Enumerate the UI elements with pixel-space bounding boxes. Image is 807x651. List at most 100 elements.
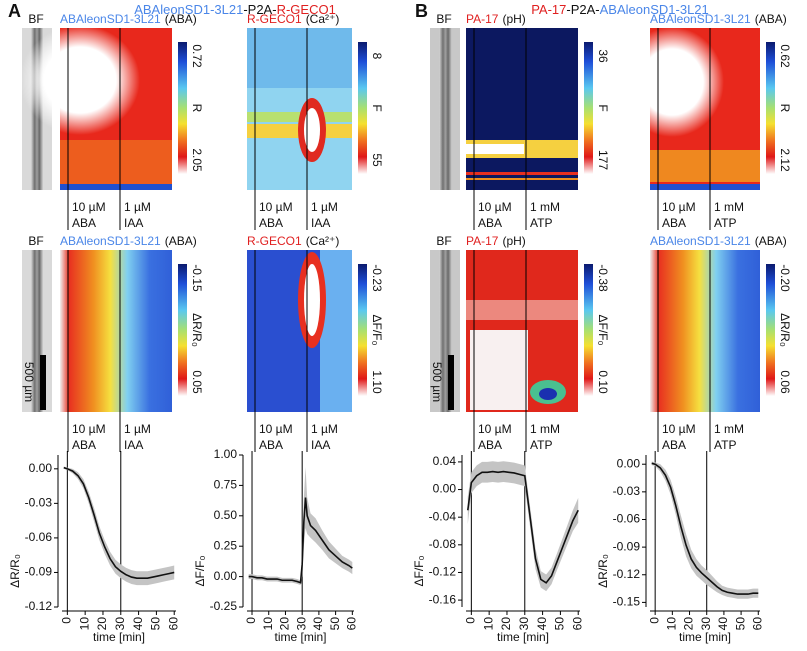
x-tick-label: 0: [60, 617, 74, 624]
x-tick-label: 10: [261, 617, 275, 631]
x-axis-label: time [min]: [679, 630, 731, 644]
y-axis-label: ΔF/F₀: [412, 555, 426, 586]
x-axis-label: time [min]: [274, 630, 326, 644]
treatment-dose: 10 µM: [478, 422, 512, 436]
construct-part: ABAleonSD1-3L21: [600, 2, 709, 17]
y-axis-label: ΔR/R₀: [596, 554, 610, 588]
x-tick-label: 40: [311, 617, 325, 631]
colorbar: [358, 264, 367, 396]
panel-label: A: [8, 1, 21, 21]
reporter: (Ca²⁺): [306, 12, 340, 26]
scale-bar-label: 500 µm: [430, 362, 444, 402]
image-title: PA-17 (pH): [466, 12, 526, 26]
colorbar-label: R: [190, 104, 204, 113]
colorbar-label: F: [370, 104, 384, 111]
error-band: [651, 461, 759, 599]
treatment-drug: ABA: [662, 438, 686, 452]
y-tick-label: -0.09: [25, 565, 53, 579]
sensor: ABAleonSD1-3L21: [650, 234, 751, 248]
treatment-dose: 1 µM: [311, 200, 338, 214]
y-tick-label: -0.06: [25, 530, 53, 544]
sensor: ABAleonSD1-3L21: [60, 12, 161, 26]
x-tick-label: 0: [464, 617, 478, 624]
x-tick-label: 30: [699, 617, 713, 631]
colorbar-bottom: 177: [596, 150, 610, 170]
treatment-drug: IAA: [311, 438, 330, 452]
colorbar: [178, 264, 187, 396]
reporter: (pH): [502, 12, 525, 26]
colorbar-label: ΔF/F₀: [370, 315, 384, 346]
x-tick-label: 50: [328, 617, 342, 631]
treatment-dose: 1 mM: [530, 200, 560, 214]
bf-label: BF: [28, 234, 43, 248]
heatmaps: [20, 25, 760, 412]
x-tick-label: 40: [716, 617, 730, 631]
x-tick-label: 50: [733, 617, 747, 631]
x-tick-label: 30: [517, 617, 531, 631]
colorbar-top: 0.72: [190, 44, 204, 68]
sensor: R-GECO1: [247, 234, 302, 248]
x-tick-label: 60: [570, 617, 584, 631]
treatment-drug: ABA: [662, 216, 686, 230]
colorbar: [766, 264, 775, 396]
x-tick-label: 0: [647, 617, 661, 624]
colorbar-bottom: 2.05: [190, 148, 204, 172]
x-tick-label: 40: [131, 617, 145, 631]
y-tick-label: -0.12: [429, 565, 457, 579]
error-band: [467, 461, 579, 592]
colorbar-label: ΔR/R₀: [778, 313, 792, 347]
treatment-drug: ATP: [530, 216, 552, 230]
x-tick-label: 10: [77, 617, 91, 631]
x-axis-label: time [min]: [93, 630, 145, 644]
reporter: (ABA): [755, 234, 787, 248]
x-tick-label: 20: [682, 617, 696, 631]
treatment-drug: IAA: [124, 216, 143, 230]
treatment-drug: ABA: [478, 216, 502, 230]
bf-label: BF: [436, 234, 451, 248]
colorbar-label: R: [778, 104, 792, 113]
sensor: PA-17: [466, 12, 499, 26]
y-tick-label: -0.06: [613, 512, 641, 526]
colorbar-top: 0.62: [778, 44, 792, 68]
colorbar-bottom: 55: [370, 153, 384, 167]
x-tick-label: 0: [244, 617, 258, 624]
y-tick-label: 0.00: [29, 461, 53, 475]
colorbar-bottom: 2.12: [778, 148, 792, 172]
scale-bar-label: 500 µm: [22, 362, 36, 402]
sensor: PA-17: [466, 234, 499, 248]
bf-label: BF: [436, 12, 451, 26]
reporter: (ABA): [755, 12, 787, 26]
y-tick-label: -0.25: [210, 599, 238, 613]
y-tick-label: 0.00: [433, 482, 457, 496]
colorbar-bottom: 1.10: [370, 370, 384, 394]
reporter: (pH): [502, 234, 525, 248]
sensor: ABAleonSD1-3L21: [60, 234, 161, 248]
x-tick-label: 50: [553, 617, 567, 631]
colorbar-top: -0.20: [778, 264, 792, 292]
treatment-dose: 10 µM: [478, 200, 512, 214]
treatment-dose: 10 µM: [72, 422, 106, 436]
treatment-drug: ABA: [72, 438, 96, 452]
treatment-dose: 10 µM: [259, 422, 293, 436]
x-tick-label: 60: [750, 617, 764, 631]
x-tick-label: 50: [149, 617, 163, 631]
y-tick-label: 1.00: [214, 447, 238, 461]
colorbar-label: F: [596, 104, 610, 111]
x-axis-label: time [min]: [497, 630, 549, 644]
treatment-dose: 1 mM: [714, 422, 744, 436]
y-axis-label: ΔF/F₀: [193, 555, 207, 586]
reporter: (ABA): [165, 234, 197, 248]
y-tick-label: 0.75: [214, 478, 238, 492]
y-axis-label: ΔR/R₀: [8, 554, 22, 588]
construct-part: ABAleonSD1-3L21: [134, 2, 243, 17]
treatment-dose: 10 µM: [259, 200, 293, 214]
colorbar-label: ΔR/R₀: [190, 313, 204, 347]
image-title: ABAleonSD1-3L21 (ABA): [650, 12, 787, 26]
panel-label: B: [415, 1, 428, 21]
x-tick-label: 10: [665, 617, 679, 631]
mean-line: [466, 470, 579, 584]
treatment-dose: 10 µM: [662, 200, 696, 214]
mean-line: [248, 497, 353, 584]
